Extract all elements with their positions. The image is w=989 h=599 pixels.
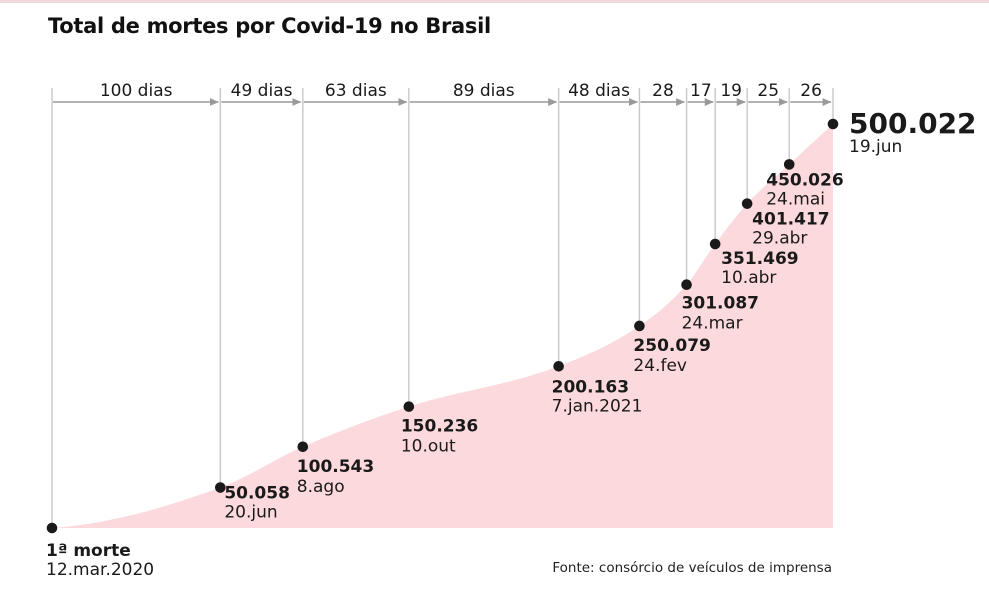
- milestone-value-label: 1ª morte: [46, 541, 131, 561]
- milestone-date-label: 7.jan.2021: [552, 396, 643, 416]
- source-note: Fonte: consórcio de veículos de imprensa: [552, 560, 832, 576]
- deaths-area: [52, 124, 833, 528]
- milestone-value-label: 150.236: [401, 417, 478, 437]
- milestone-marker: [681, 279, 692, 291]
- interval-label: 100 dias: [100, 81, 173, 101]
- milestone-value-label: 200.163: [552, 377, 629, 397]
- top-rule: [0, 0, 989, 3]
- milestone-marker: [297, 441, 309, 453]
- milestone-date-label: 20.jun: [224, 503, 277, 523]
- milestone-marker: [783, 159, 795, 170]
- milestone-marker: [634, 320, 645, 332]
- milestone-date-label: 24.mar: [682, 314, 743, 334]
- interval-label: 19: [720, 81, 742, 101]
- interval-label: 25: [757, 81, 779, 101]
- milestone-date-label: 12.mar.2020: [46, 560, 154, 580]
- milestone-date-label: 10.out: [401, 437, 456, 457]
- milestone-marker: [709, 238, 721, 250]
- interval-label: 48 dias: [568, 81, 630, 101]
- milestone-marker: [46, 522, 58, 534]
- interval-label: 63 dias: [325, 81, 387, 101]
- milestone-date-label: 24.mai: [766, 189, 825, 209]
- interval-label: 89 dias: [453, 81, 515, 101]
- milestone-value-label: 50.058: [224, 484, 290, 504]
- chart-title: Total de mortes por Covid-19 no Brasil: [48, 14, 491, 38]
- milestone-date-label: 29.abr: [752, 229, 807, 249]
- milestone-value-label: 351.469: [721, 249, 798, 269]
- milestone-date-label: 8.ago: [297, 477, 345, 497]
- milestone-date-label: 10.abr: [721, 268, 776, 288]
- milestone-value-label: 450.026: [766, 170, 843, 190]
- interval-label: 28: [652, 81, 674, 101]
- interval-label: 26: [800, 81, 822, 101]
- milestone-marker: [553, 360, 564, 372]
- milestone-value-label: 500.022: [849, 107, 977, 140]
- milestone-value-label: 100.543: [297, 457, 374, 477]
- milestone-marker: [403, 401, 415, 412]
- milestone-marker: [741, 198, 753, 209]
- milestone-date-label: 24.fev: [633, 356, 687, 376]
- milestone-value-label: 301.087: [682, 294, 759, 314]
- milestone-date-label: 19.jun: [849, 137, 902, 157]
- interval-label: 49 dias: [231, 81, 293, 101]
- milestone-value-label: 401.417: [752, 210, 829, 230]
- milestone-marker: [215, 482, 226, 493]
- interval-label: 17: [690, 81, 712, 101]
- milestone-value-label: 250.079: [633, 336, 710, 356]
- milestone-marker: [827, 118, 839, 130]
